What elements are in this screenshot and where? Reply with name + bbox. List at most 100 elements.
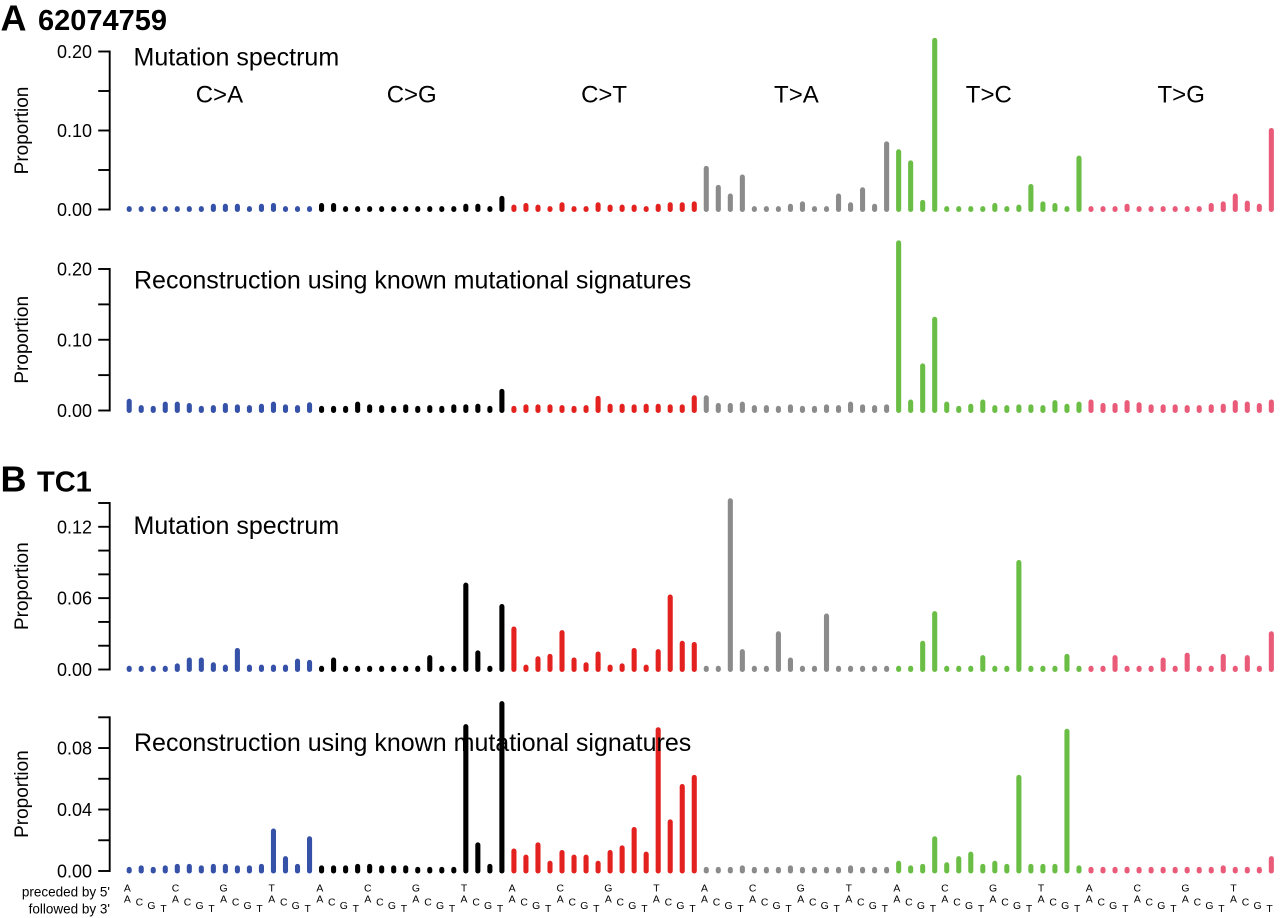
svg-text:C: C [1049,898,1057,909]
svg-text:T: T [353,904,360,915]
svg-text:T: T [737,904,744,915]
svg-text:0.12: 0.12 [57,517,92,537]
svg-text:T>A: T>A [774,81,819,108]
svg-text:A: A [172,895,179,906]
svg-text:A: A [845,895,852,906]
svg-text:0.06: 0.06 [57,589,92,609]
svg-text:A: A [557,895,564,906]
svg-text:0.10: 0.10 [57,330,92,350]
svg-text:T: T [689,904,696,915]
svg-text:C: C [809,898,817,909]
svg-text:A: A [412,895,419,906]
svg-text:T: T [545,904,552,915]
svg-text:G: G [773,901,781,912]
svg-text:Proportion: Proportion [12,87,33,175]
svg-text:B: B [1,459,27,500]
svg-text:Proportion: Proportion [12,542,33,630]
svg-text:C: C [1001,898,1009,909]
svg-text:C: C [364,883,372,894]
svg-text:A: A [1,0,27,39]
svg-text:0.00: 0.00 [57,660,92,680]
svg-text:C: C [905,898,913,909]
svg-text:A: A [461,895,468,906]
svg-text:A: A [605,895,612,906]
svg-text:T: T [834,904,841,915]
svg-text:G: G [604,883,612,894]
svg-text:T: T [930,904,937,915]
svg-text:T: T [1074,904,1081,915]
svg-text:T: T [449,904,456,915]
svg-text:A: A [220,895,227,906]
svg-text:G: G [1109,901,1117,912]
svg-text:A: A [941,895,948,906]
svg-text:0.10: 0.10 [57,121,92,141]
svg-text:T: T [1230,883,1237,894]
svg-text:C: C [520,898,528,909]
svg-text:T: T [846,883,853,894]
svg-text:C: C [472,898,480,909]
svg-text:C: C [280,898,288,909]
svg-text:A: A [893,895,900,906]
svg-text:T>C: T>C [966,81,1012,108]
svg-text:C: C [172,883,180,894]
svg-text:G: G [147,901,155,912]
svg-text:T: T [978,904,985,915]
svg-text:0.08: 0.08 [57,739,92,759]
svg-text:C: C [424,898,432,909]
svg-text:0.00: 0.00 [57,200,92,220]
svg-text:C: C [1146,898,1154,909]
svg-text:G: G [244,901,252,912]
svg-text:T: T [1266,904,1273,915]
svg-text:C: C [713,898,721,909]
svg-text:followed by 3': followed by 3' [29,902,110,917]
svg-text:T: T [461,883,468,894]
svg-text:T: T [1170,904,1177,915]
svg-text:C: C [761,898,769,909]
svg-text:C>T: C>T [581,81,627,108]
svg-text:G: G [292,901,300,912]
svg-text:G: G [532,901,540,912]
svg-text:G: G [340,901,348,912]
svg-text:G: G [1013,901,1021,912]
svg-text:0.20: 0.20 [57,260,92,280]
svg-text:G: G [436,901,444,912]
svg-text:A: A [701,883,708,894]
svg-text:T: T [593,904,600,915]
svg-text:Mutation spectrum: Mutation spectrum [134,44,340,72]
svg-text:T: T [256,904,263,915]
svg-text:A: A [316,883,323,894]
svg-text:G: G [1061,901,1069,912]
svg-text:T: T [641,904,648,915]
svg-text:A: A [1134,895,1141,906]
svg-text:TC1: TC1 [37,466,92,498]
svg-text:A: A [124,883,131,894]
svg-text:A: A [1038,895,1045,906]
svg-text:Mutation spectrum: Mutation spectrum [134,512,340,540]
svg-text:T: T [160,904,167,915]
svg-text:A: A [364,895,371,906]
svg-text:T: T [1122,904,1129,915]
svg-text:C: C [184,898,192,909]
svg-text:C: C [568,898,576,909]
svg-text:G: G [628,901,636,912]
svg-text:C: C [376,898,384,909]
svg-text:C: C [1097,898,1105,909]
svg-text:0.04: 0.04 [57,800,92,820]
svg-text:C>G: C>G [387,81,437,108]
svg-text:A: A [701,895,708,906]
svg-text:C: C [1194,898,1202,909]
svg-text:G: G [676,901,684,912]
svg-text:A: A [893,883,900,894]
svg-text:G: G [388,901,396,912]
svg-text:G: G [484,901,492,912]
svg-text:A: A [316,895,323,906]
svg-text:C: C [749,883,757,894]
svg-text:Proportion: Proportion [12,750,33,838]
svg-text:A: A [797,895,804,906]
svg-text:C: C [232,898,240,909]
svg-text:A: A [653,895,660,906]
svg-text:C: C [1134,883,1142,894]
svg-text:preceded by 5': preceded by 5' [22,885,110,900]
svg-text:G: G [869,901,877,912]
svg-text:C: C [665,898,673,909]
